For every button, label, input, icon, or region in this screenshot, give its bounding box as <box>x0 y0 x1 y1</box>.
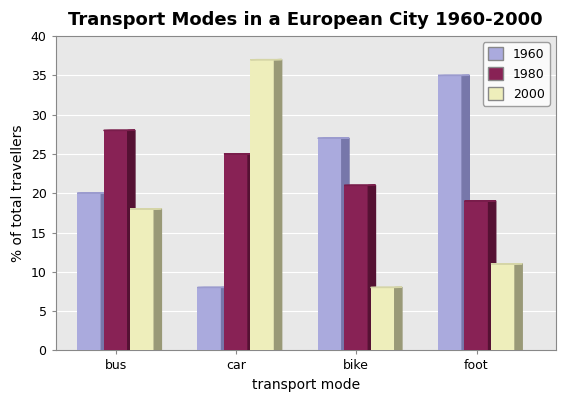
Bar <box>77 193 101 350</box>
Polygon shape <box>154 209 162 350</box>
Polygon shape <box>462 75 469 350</box>
Bar <box>371 287 395 350</box>
Bar <box>344 185 369 350</box>
X-axis label: transport mode: transport mode <box>252 378 360 392</box>
Legend: 1960, 1980, 2000: 1960, 1980, 2000 <box>483 42 549 106</box>
Polygon shape <box>395 287 402 350</box>
Polygon shape <box>369 185 375 350</box>
Polygon shape <box>101 193 108 350</box>
Bar <box>438 75 462 350</box>
Bar <box>251 60 274 350</box>
Bar <box>491 264 515 350</box>
Bar <box>318 138 342 350</box>
Polygon shape <box>248 154 255 350</box>
Polygon shape <box>489 201 496 350</box>
Bar <box>130 209 154 350</box>
Bar <box>224 154 248 350</box>
Polygon shape <box>342 138 349 350</box>
Polygon shape <box>222 287 229 350</box>
Bar <box>104 131 128 350</box>
Bar <box>197 287 222 350</box>
Polygon shape <box>274 60 282 350</box>
Title: Transport Modes in a European City 1960-2000: Transport Modes in a European City 1960-… <box>69 11 543 29</box>
Polygon shape <box>128 130 135 350</box>
Polygon shape <box>515 264 522 350</box>
Bar <box>464 201 489 350</box>
Y-axis label: % of total travellers: % of total travellers <box>11 125 25 262</box>
